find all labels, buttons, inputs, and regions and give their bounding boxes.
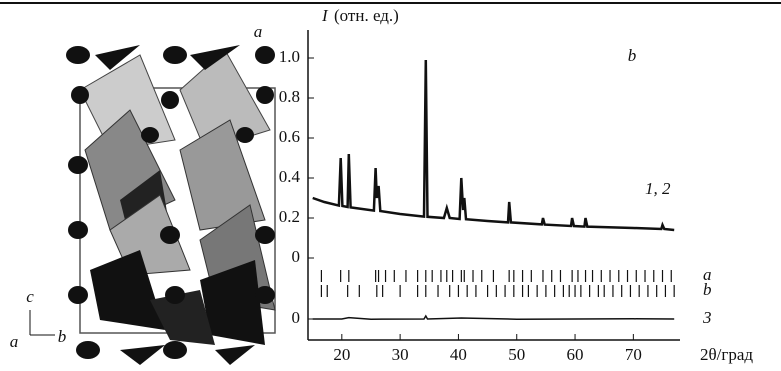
x-tick-label: 60 bbox=[567, 345, 584, 364]
y-tick-label: 0.4 bbox=[279, 167, 301, 186]
y-tick-label: 1.0 bbox=[279, 47, 300, 66]
figure: c a b a I (отн. ед.) 2θ/град b 0 0 0.2 0.4 0… bbox=[0, 0, 781, 371]
x-tick-label: 50 bbox=[508, 345, 525, 364]
series-label: 3 bbox=[702, 308, 712, 327]
reflection-label: b bbox=[703, 280, 712, 299]
y-tick-label: 0 bbox=[292, 247, 301, 266]
axis-label: b bbox=[58, 327, 67, 346]
data-line bbox=[313, 60, 675, 230]
panel-label: a bbox=[254, 22, 263, 41]
y-tick-label: 0.6 bbox=[279, 127, 300, 146]
x-label: 2θ/град bbox=[700, 345, 753, 364]
y-label-symbol: I bbox=[321, 6, 329, 25]
x-tick-label: 20 bbox=[333, 345, 350, 364]
y-label-units: (отн. ед.) bbox=[334, 6, 399, 25]
series-label: 1, 2 bbox=[645, 179, 671, 198]
data-line bbox=[313, 316, 675, 319]
y-tick-label: 0 bbox=[292, 308, 301, 327]
y-tick-label: 0.2 bbox=[279, 207, 300, 226]
axis-label: c bbox=[26, 287, 34, 306]
y-tick-label: 0.8 bbox=[279, 87, 300, 106]
x-tick-label: 70 bbox=[625, 345, 642, 364]
axis-label: a bbox=[10, 332, 19, 351]
x-tick-label: 40 bbox=[450, 345, 467, 364]
crystal-structure: c a b a bbox=[10, 22, 275, 365]
panel-label: b bbox=[628, 46, 637, 65]
x-tick-label: 30 bbox=[392, 345, 409, 364]
